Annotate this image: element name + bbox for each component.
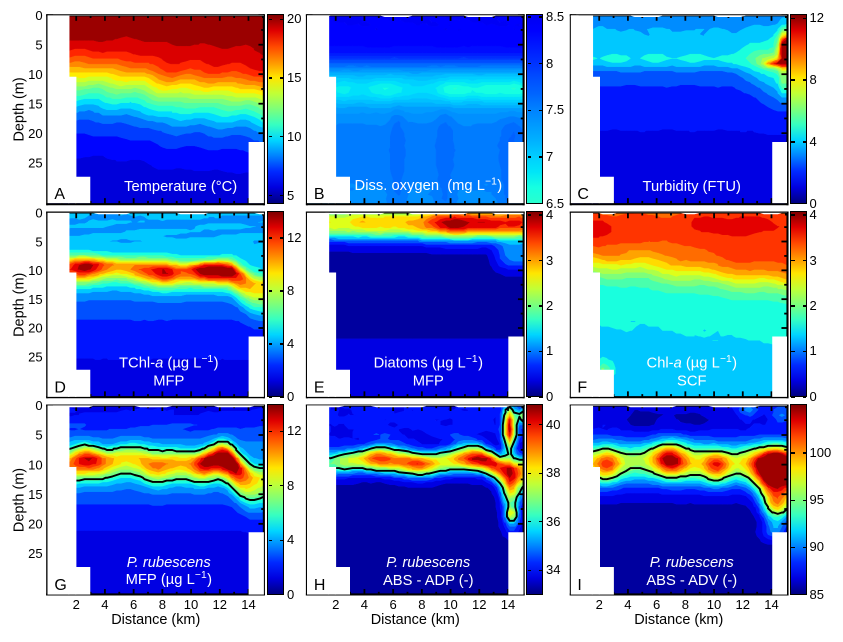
- svg-text:Distance (km): Distance (km): [111, 612, 200, 628]
- svg-text:6: 6: [390, 597, 397, 612]
- svg-text:20: 20: [28, 321, 43, 336]
- svg-text:2: 2: [73, 597, 80, 612]
- svg-text:0: 0: [35, 8, 42, 23]
- svg-text:20: 20: [28, 517, 43, 532]
- svg-text:D: D: [54, 379, 66, 396]
- svg-text:D i s s: D i s s . o x y g e n ( m g L ) − 1: [355, 164, 509, 195]
- svg-text:B: B: [314, 186, 325, 203]
- svg-text:10: 10: [184, 597, 199, 612]
- svg-text:Temperature (°C): Temperature (°C): [124, 179, 237, 195]
- svg-text:8: 8: [682, 597, 689, 612]
- svg-text:SCF: SCF: [677, 373, 706, 389]
- svg-text:P. rubescens: P. rubescens: [127, 555, 212, 571]
- svg-text:5: 5: [35, 37, 42, 52]
- svg-text:10: 10: [707, 597, 722, 612]
- svg-text:25: 25: [28, 546, 43, 561]
- svg-text:I: I: [577, 577, 581, 594]
- svg-text:6: 6: [653, 597, 660, 612]
- svg-text:10: 10: [443, 597, 458, 612]
- svg-text:25: 25: [28, 155, 43, 170]
- svg-text:12: 12: [472, 597, 487, 612]
- svg-text:A: A: [54, 186, 65, 203]
- svg-text:P. rubescens: P. rubescens: [650, 555, 735, 571]
- svg-text:C: C: [577, 186, 589, 203]
- svg-text:H: H: [314, 577, 326, 594]
- svg-text:D i a t: D i a t o m s ( µ g L ) − 1: [374, 342, 490, 373]
- svg-text:MFP: MFP: [413, 373, 444, 389]
- svg-text:Depth (m): Depth (m): [12, 77, 28, 141]
- svg-text:0: 0: [35, 398, 42, 413]
- svg-text:14: 14: [764, 597, 779, 612]
- svg-text:Depth (m): Depth (m): [12, 273, 28, 337]
- svg-text:4: 4: [624, 597, 631, 612]
- svg-text:ABS - ADV (-): ABS - ADV (-): [646, 573, 737, 589]
- svg-text:25: 25: [28, 350, 43, 365]
- svg-text:F: F: [577, 379, 587, 396]
- svg-text:C h l -: C h l - ( µ g L ) a − 1: [647, 342, 744, 373]
- svg-text:2: 2: [596, 597, 603, 612]
- svg-text:ABS - ADP (-): ABS - ADP (-): [383, 573, 474, 589]
- svg-text:Turbidity (FTU): Turbidity (FTU): [643, 179, 741, 195]
- svg-text:E: E: [314, 379, 325, 396]
- svg-text:8: 8: [159, 597, 166, 612]
- svg-text:12: 12: [736, 597, 751, 612]
- svg-text:MFP: MFP: [153, 373, 184, 389]
- svg-text:10: 10: [28, 67, 43, 82]
- svg-text:4: 4: [361, 597, 368, 612]
- svg-text:20: 20: [28, 126, 43, 141]
- svg-text:8: 8: [418, 597, 425, 612]
- svg-text:Distance (km): Distance (km): [371, 612, 460, 628]
- svg-text:T C h l: T C h l - ( µ g L ) a − 1: [119, 342, 225, 373]
- svg-text:M F P: M F P ( µ g L ) − 1: [126, 558, 219, 589]
- svg-text:G: G: [54, 577, 66, 594]
- svg-text:6: 6: [130, 597, 137, 612]
- svg-text:5: 5: [35, 234, 42, 249]
- svg-text:15: 15: [28, 292, 43, 307]
- svg-text:15: 15: [28, 487, 43, 502]
- svg-text:P. rubescens: P. rubescens: [386, 555, 471, 571]
- svg-text:12: 12: [213, 597, 228, 612]
- svg-text:14: 14: [241, 597, 256, 612]
- svg-text:5: 5: [35, 428, 42, 443]
- svg-text:4: 4: [101, 597, 108, 612]
- svg-text:15: 15: [28, 96, 43, 111]
- svg-text:2: 2: [332, 597, 339, 612]
- svg-text:Depth (m): Depth (m): [12, 468, 28, 532]
- svg-text:10: 10: [28, 263, 43, 278]
- svg-text:14: 14: [501, 597, 516, 612]
- svg-text:10: 10: [28, 457, 43, 472]
- svg-text:Distance (km): Distance (km): [634, 612, 723, 628]
- svg-text:0: 0: [35, 205, 42, 220]
